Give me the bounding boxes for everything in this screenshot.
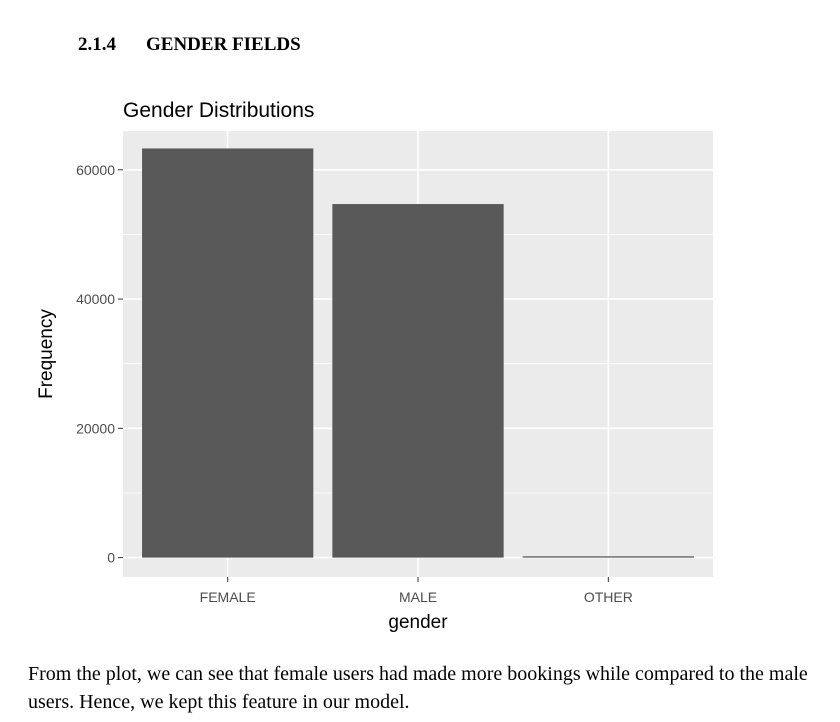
section-title: GENDER FIELDS xyxy=(146,34,301,55)
body-paragraph: From the plot, we can see that female us… xyxy=(28,663,808,713)
bar-male xyxy=(332,204,504,558)
y-axis: 0 20000 40000 60000 xyxy=(76,162,123,566)
y-tick-label: 20000 xyxy=(76,420,115,436)
x-tick-label: FEMALE xyxy=(200,589,256,605)
section-number: 2.1.4 xyxy=(78,34,116,55)
chart-title: Gender Distributions xyxy=(123,99,314,122)
x-tick-label: MALE xyxy=(399,589,437,605)
x-axis: FEMALE MALE OTHER xyxy=(200,577,633,605)
x-axis-label: gender xyxy=(388,612,448,633)
bar-female xyxy=(142,148,314,558)
y-axis-label: Frequency xyxy=(36,309,57,399)
y-tick-label: 0 xyxy=(107,550,115,566)
section-heading: 2.1.4 GENDER FIELDS xyxy=(78,34,301,56)
y-tick-label: 40000 xyxy=(76,291,115,307)
x-tick-label: OTHER xyxy=(584,589,633,605)
y-tick-label: 60000 xyxy=(76,162,115,178)
bar-other xyxy=(522,556,694,558)
bars xyxy=(142,148,694,558)
gender-distribution-chart: Gender Distributions 0 20000 40000 60000 FE… xyxy=(36,99,713,633)
